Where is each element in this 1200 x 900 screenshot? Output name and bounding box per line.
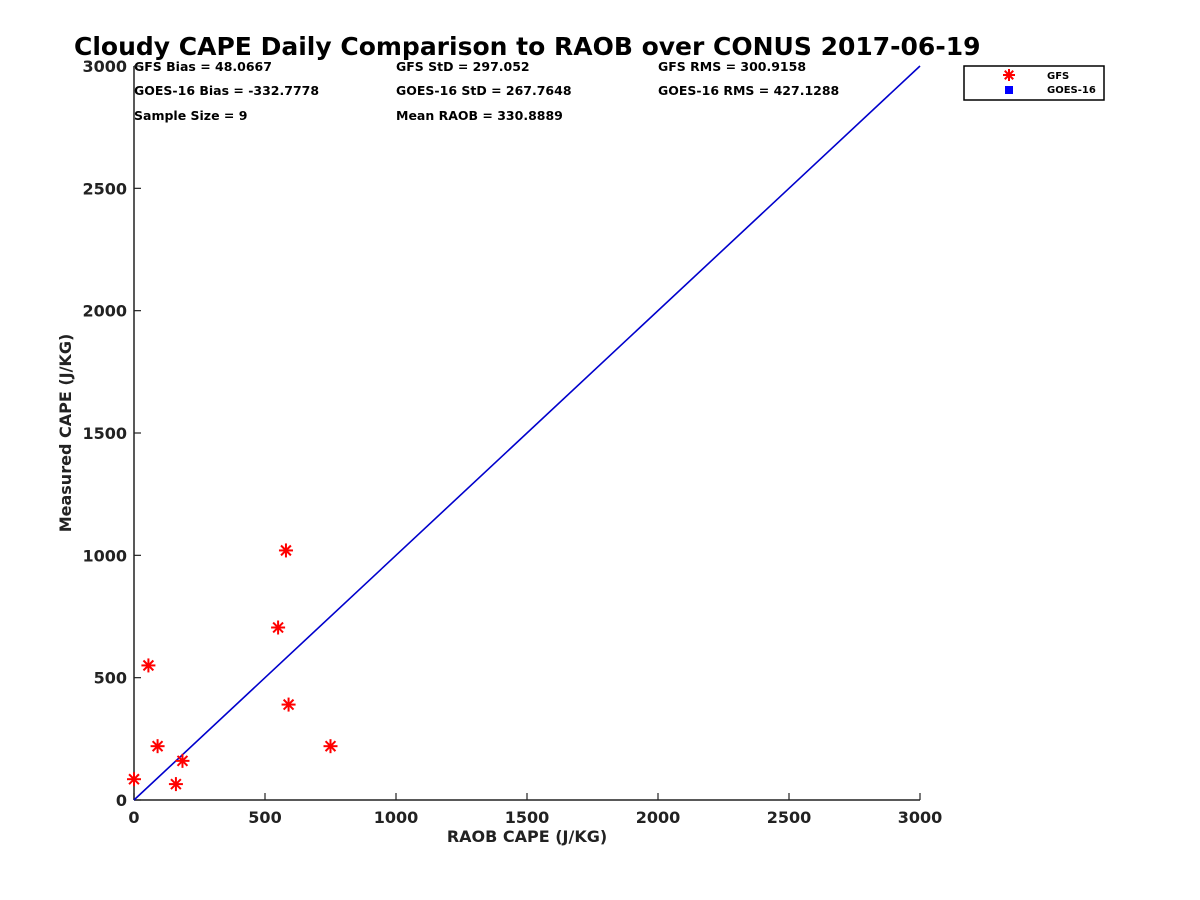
data-points — [127, 543, 338, 792]
x-tick-label: 3000 — [898, 808, 943, 827]
reference-line — [133, 65, 921, 801]
reference-line-group — [133, 65, 921, 801]
legend: GFS GOES-16 — [963, 65, 1105, 101]
data-point — [278, 543, 293, 558]
stat-text: GFS StD = 297.052 — [396, 59, 530, 74]
data-point — [281, 697, 296, 712]
data-point — [150, 739, 165, 754]
stat-text: GFS RMS = 300.9158 — [658, 59, 806, 74]
data-point — [323, 739, 338, 754]
stat-text: Sample Size = 9 — [134, 108, 247, 123]
x-tick-label: 500 — [248, 808, 281, 827]
x-axis-label: RAOB CAPE (J/KG) — [447, 827, 607, 846]
stat-text: GOES-16 Bias = -332.7778 — [134, 83, 319, 98]
legend-label: GOES-16 — [1047, 85, 1096, 96]
x-tick-label: 0 — [128, 808, 139, 827]
y-tick-label: 2500 — [82, 179, 127, 198]
legend-label: GFS — [1047, 71, 1069, 82]
y-axis-label: Measured CAPE (J/KG) — [56, 334, 75, 533]
chart-title: Cloudy CAPE Daily Comparison to RAOB ove… — [74, 32, 980, 61]
stat-text: GFS Bias = 48.0667 — [134, 59, 272, 74]
data-point — [127, 772, 141, 787]
stat-text: Mean RAOB = 330.8889 — [396, 108, 563, 123]
data-point — [175, 753, 190, 768]
stat-text: GOES-16 RMS = 427.1288 — [658, 83, 839, 98]
legend-box — [963, 65, 1105, 101]
y-tick-label: 2000 — [82, 302, 127, 321]
legend-marker — [1005, 86, 1013, 94]
data-point — [141, 658, 156, 673]
stat-text: GOES-16 StD = 267.7648 — [396, 83, 572, 98]
data-point — [271, 620, 286, 635]
data-point — [168, 777, 183, 792]
axes: 0 500 1000 1500 2000 2500 3000 0 500 1000 1500 2000… — [82, 57, 942, 827]
x-tick-label: 2500 — [767, 808, 812, 827]
x-tick-label: 2000 — [636, 808, 681, 827]
y-tick-label: 1500 — [82, 424, 127, 443]
x-tick-label: 1500 — [505, 808, 550, 827]
legend-marker — [1003, 69, 1015, 81]
y-tick-label: 1000 — [82, 546, 127, 565]
stats-block: GFS Bias = 48.0667 GFS StD = 297.052 GFS R… — [134, 59, 839, 123]
x-tick-label: 1000 — [374, 808, 419, 827]
y-tick-label: 0 — [116, 791, 127, 810]
y-tick-label: 500 — [94, 669, 127, 688]
y-tick-label: 3000 — [82, 57, 127, 76]
